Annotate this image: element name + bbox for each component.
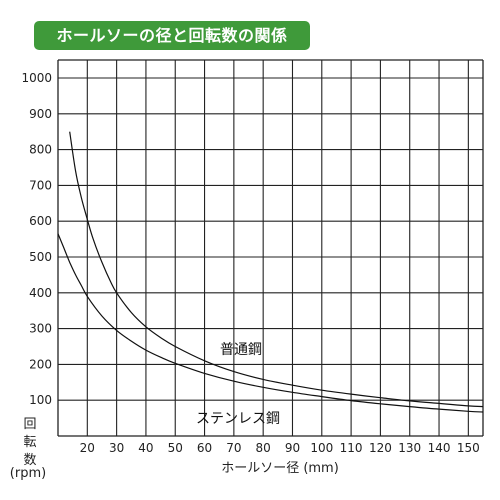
x-tick-130: 130 bbox=[398, 441, 421, 455]
y-tick-200: 200 bbox=[29, 357, 52, 371]
x-tick-60: 60 bbox=[197, 441, 212, 455]
y-axis-label-part-0: 回 bbox=[23, 417, 36, 432]
x-tick-30: 30 bbox=[109, 441, 124, 455]
y-tick-600: 600 bbox=[29, 214, 52, 228]
series-label-futsu-ko: 普通鋼 bbox=[220, 342, 262, 358]
y-axis-label-part-2: 数 bbox=[23, 453, 36, 468]
y-tick-800: 800 bbox=[29, 143, 52, 157]
x-axis-label: ホールソー径 (mm) bbox=[221, 461, 339, 476]
chart-title: ホールソーの径と回転数の関係 bbox=[34, 21, 310, 50]
x-tick-20: 20 bbox=[80, 441, 95, 455]
x-tick-70: 70 bbox=[226, 441, 241, 455]
y-tick-300: 300 bbox=[29, 322, 52, 336]
y-tick-100: 100 bbox=[29, 393, 52, 407]
x-tick-80: 80 bbox=[256, 441, 271, 455]
x-tick-90: 90 bbox=[285, 441, 300, 455]
grid bbox=[57, 59, 484, 437]
y-tick-labels: 100 200 300 400 500 600 700 800 900 1000 bbox=[21, 71, 52, 407]
y-tick-700: 700 bbox=[29, 178, 52, 192]
y-axis-label-part-1: 転 bbox=[23, 435, 36, 450]
y-tick-1000: 1000 bbox=[21, 71, 52, 85]
y-tick-400: 400 bbox=[29, 286, 52, 300]
x-tick-40: 40 bbox=[138, 441, 153, 455]
x-tick-140: 140 bbox=[428, 441, 451, 455]
x-tick-120: 120 bbox=[369, 441, 392, 455]
x-tick-110: 110 bbox=[340, 441, 363, 455]
series-line-0 bbox=[69, 131, 484, 408]
x-tick-labels: 20 30 40 50 60 70 80 90 100 110 120 130 140 150 bbox=[80, 441, 480, 455]
x-tick-50: 50 bbox=[168, 441, 183, 455]
series-line-1 bbox=[57, 233, 484, 413]
y-tick-500: 500 bbox=[29, 250, 52, 264]
curves bbox=[57, 131, 484, 413]
x-tick-150: 150 bbox=[457, 441, 480, 455]
x-tick-100: 100 bbox=[310, 441, 333, 455]
y-axis-label: 回転数(rpm) bbox=[10, 417, 46, 481]
y-tick-900: 900 bbox=[29, 107, 52, 121]
series-label-stainless-ko: ステンレス鋼 bbox=[196, 411, 280, 427]
y-axis-label-part-3: (rpm) bbox=[10, 466, 46, 481]
